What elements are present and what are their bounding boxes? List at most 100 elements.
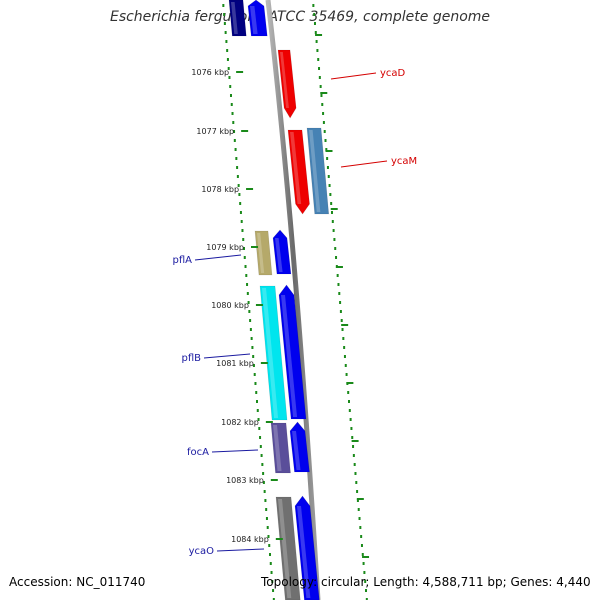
- gene-label: pflB: [181, 353, 201, 364]
- ruler-dot: [243, 256, 246, 259]
- ruler-dot: [252, 364, 255, 367]
- accession-label: Accession: NC_011740: [9, 575, 146, 589]
- ruler-dot: [261, 463, 264, 466]
- gene-label: ycaO: [189, 546, 215, 557]
- ruler-dot: [258, 427, 261, 430]
- ruler-dot: [239, 211, 242, 214]
- ruler-dot: [241, 229, 244, 232]
- ruler-dot: [332, 229, 335, 232]
- gene-label: ycaD: [380, 68, 406, 79]
- ruler-dot: [233, 130, 236, 133]
- ruler-dot: [246, 292, 249, 295]
- ruler-dot: [317, 58, 320, 61]
- gene-feature: [272, 229, 292, 275]
- gene-feature: [278, 284, 307, 420]
- kbp-tick-mark: [255, 304, 263, 306]
- ruler-dot: [356, 490, 359, 493]
- ruler-dot: [223, 22, 226, 25]
- ruler-dot: [259, 445, 262, 448]
- gene-highlight: [275, 238, 283, 272]
- ruler-dot: [339, 310, 342, 313]
- ruler-dot: [245, 274, 248, 277]
- ruler-tick: [346, 382, 354, 384]
- ruler-dot: [234, 148, 237, 151]
- gene-label-leader: [211, 449, 259, 453]
- ruler-dot: [236, 175, 239, 178]
- ruler-tick: [315, 34, 323, 36]
- ruler-dot: [228, 76, 231, 79]
- gene-highlight: [292, 431, 301, 470]
- ruler-dot: [271, 580, 274, 583]
- ruler-dot: [361, 553, 364, 556]
- gene-highlight: [280, 52, 289, 108]
- ruler-dot: [260, 454, 263, 457]
- gene-feature: [306, 127, 330, 215]
- backbone-track: [265, 0, 321, 600]
- ruler-dot: [270, 571, 273, 574]
- ruler-dot: [267, 535, 270, 538]
- ruler-dot: [343, 346, 346, 349]
- kbp-tick-mark: [265, 421, 273, 423]
- ruler-dot: [238, 193, 241, 196]
- ruler-dot: [347, 391, 350, 394]
- ruler-dot: [358, 517, 361, 520]
- ruler-dot: [235, 157, 238, 160]
- ruler-dot: [316, 49, 319, 52]
- gene-feature: [270, 422, 291, 474]
- ruler-dot: [257, 418, 260, 421]
- ruler-dot: [360, 544, 363, 547]
- ruler-dot: [352, 454, 355, 457]
- gene-label: ycaM: [391, 156, 417, 167]
- gene-label-lines: ycaD ycaM pflA pflB focA ycaO: [173, 68, 418, 557]
- ruler-dot: [237, 184, 240, 187]
- ruler-dot: [249, 328, 252, 331]
- gene-label-leader: [194, 254, 242, 261]
- ruler-dot: [222, 4, 225, 7]
- ruler-dot: [351, 436, 354, 439]
- ruler-dot: [356, 499, 359, 502]
- ruler-dot: [350, 427, 353, 430]
- kbp-tick-label: 1078 kbp: [201, 185, 239, 194]
- ruler-dot: [360, 535, 363, 538]
- ruler-dot: [242, 238, 245, 241]
- ruler-dot: [365, 598, 368, 600]
- gene-highlight: [297, 506, 311, 598]
- ruler-dot: [349, 418, 352, 421]
- ruler-dot: [244, 265, 247, 268]
- ruler-dot: [230, 103, 233, 106]
- ruler-dot: [323, 130, 326, 133]
- ruler-dot: [322, 112, 325, 115]
- ruler-dot: [345, 373, 348, 376]
- ruler-dot: [330, 211, 333, 214]
- ruler-dot: [256, 400, 258, 403]
- ruler-dot: [229, 85, 232, 88]
- ruler-dot: [263, 490, 266, 493]
- gene-highlight: [290, 132, 302, 204]
- ruler-dot: [255, 391, 258, 394]
- gene-highlight: [309, 130, 321, 212]
- ruler-dot: [268, 544, 271, 547]
- ruler-dot: [313, 22, 316, 25]
- gene-label-leader: [330, 72, 377, 80]
- ruler-dot: [264, 499, 267, 502]
- ruler-tick: [351, 440, 359, 442]
- ruler-dot: [262, 472, 265, 475]
- ruler-tick: [330, 208, 338, 210]
- ruler-dot: [333, 238, 336, 241]
- gene-feature: [289, 421, 310, 473]
- ruler-dot: [256, 409, 259, 412]
- gene-highlight: [281, 295, 298, 417]
- ruler-dot: [232, 121, 235, 124]
- ruler-dot: [239, 202, 242, 205]
- gene-label-leader: [216, 548, 265, 552]
- ruler-dot: [365, 589, 368, 592]
- kbp-tick-label: 1083 kbp: [226, 476, 264, 485]
- ruler-dot: [269, 562, 272, 565]
- ruler-dot: [354, 472, 357, 475]
- ruler-dot: [249, 319, 252, 322]
- gene-label: pflA: [173, 255, 193, 266]
- ruler-dot: [362, 562, 365, 565]
- ruler-dot: [229, 94, 232, 97]
- ruler-dot: [242, 247, 245, 250]
